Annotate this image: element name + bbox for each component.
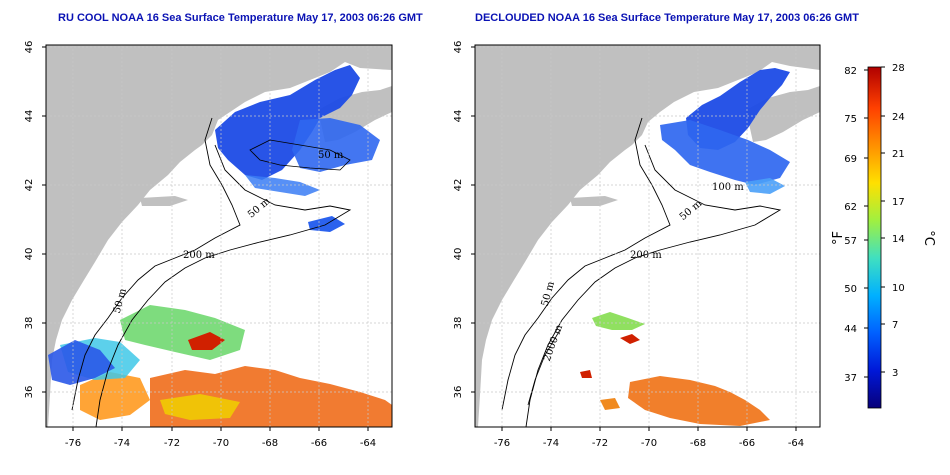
right-sst-red-patch bbox=[620, 334, 640, 344]
left-y-tick-label: 38 bbox=[24, 317, 35, 330]
right-x-tick-label: -72 bbox=[592, 438, 608, 449]
left-x-tick-label: -66 bbox=[311, 438, 327, 449]
right-map-title: DECLOUDED NOAA 16 Sea Surface Temperatur… bbox=[475, 12, 859, 24]
colorbar-celsius-unit: °C bbox=[921, 230, 936, 246]
right-map-frame bbox=[474, 44, 821, 428]
right-map-panel: 200 m 100 m 50 m 50 m 2000 m -76 -74 -72… bbox=[453, 41, 821, 449]
colorbar-ticks bbox=[864, 66, 885, 378]
colorbar-c-tick: 28 bbox=[892, 63, 905, 74]
colorbar-f-tick: 44 bbox=[844, 324, 857, 335]
colorbar-f-tick: 37 bbox=[844, 373, 857, 384]
left-sst-red-spot bbox=[188, 332, 225, 350]
colorbar: 82 75 69 62 57 50 44 37 28 24 21 17 14 1… bbox=[831, 63, 936, 409]
left-y-tick-label: 44 bbox=[24, 110, 35, 123]
left-y-tick-label: 42 bbox=[24, 179, 35, 192]
right-sst-orange-patch bbox=[628, 376, 770, 426]
right-x-tick-label: -70 bbox=[641, 438, 657, 449]
left-contour-label: 50 m bbox=[318, 150, 344, 161]
right-map-land-long-island bbox=[570, 196, 618, 206]
left-y-tick-label: 46 bbox=[24, 41, 35, 54]
right-x-tick-label: -66 bbox=[739, 438, 755, 449]
right-sst-green-patch bbox=[592, 312, 645, 330]
left-map-panel: 50 m 200 m 50 m 50 m -76 -74 -72 -70 -68… bbox=[24, 41, 393, 449]
right-x-tick-label: -76 bbox=[494, 438, 510, 449]
colorbar-c-tick: 7 bbox=[892, 320, 898, 331]
colorbar-f-tick: 69 bbox=[844, 154, 857, 165]
left-contour-label: 200 m bbox=[183, 250, 215, 261]
left-map-grid bbox=[46, 45, 392, 427]
colorbar-c-tick: 24 bbox=[892, 112, 905, 123]
colorbar-fahrenheit-unit: °F bbox=[831, 231, 846, 245]
right-x-tick-label: -68 bbox=[690, 438, 706, 449]
left-x-tick-label: -76 bbox=[65, 438, 81, 449]
colorbar-f-tick: 57 bbox=[844, 236, 857, 247]
right-y-tick-label: 38 bbox=[453, 317, 464, 330]
left-axis-ticks bbox=[42, 46, 369, 431]
right-sst-blue-shelf bbox=[660, 120, 790, 185]
colorbar-gradient bbox=[867, 66, 882, 409]
left-x-tick-label: -74 bbox=[114, 438, 130, 449]
left-y-tick-label: 40 bbox=[24, 248, 35, 261]
right-x-tick-label: -74 bbox=[543, 438, 559, 449]
left-sst-warm-2 bbox=[80, 372, 150, 420]
right-sst-red-spot bbox=[580, 370, 592, 378]
colorbar-c-tick: 21 bbox=[892, 149, 905, 160]
colorbar-f-tick: 62 bbox=[844, 202, 857, 213]
right-y-tick-label: 42 bbox=[453, 179, 464, 192]
colorbar-c-tick: 3 bbox=[892, 368, 898, 379]
left-sst-blue-shelf bbox=[245, 175, 320, 196]
left-map-title: RU COOL NOAA 16 Sea Surface Temperature … bbox=[58, 12, 423, 24]
left-x-tick-label: -68 bbox=[262, 438, 278, 449]
left-map-land bbox=[46, 45, 392, 427]
right-y-tick-label: 44 bbox=[453, 110, 464, 123]
right-y-tick-label: 36 bbox=[453, 386, 464, 399]
left-x-tick-label: -64 bbox=[360, 438, 376, 449]
colorbar-f-tick: 50 bbox=[844, 284, 857, 295]
left-sst-yellow bbox=[160, 394, 240, 420]
right-y-tick-label: 40 bbox=[453, 248, 464, 261]
right-contour-label: 200 m bbox=[630, 250, 662, 261]
colorbar-f-tick: 75 bbox=[844, 114, 857, 125]
right-sst-blue-edge bbox=[745, 178, 785, 194]
left-x-tick-label: -70 bbox=[213, 438, 229, 449]
left-map-frame bbox=[45, 44, 393, 428]
right-sst-orange-spot bbox=[600, 398, 620, 410]
colorbar-c-tick: 14 bbox=[892, 234, 905, 245]
left-sst-blue-gulf-2 bbox=[292, 118, 380, 172]
right-contour-50m bbox=[501, 117, 671, 411]
left-map-land-long-island bbox=[140, 196, 188, 206]
colorbar-c-tick: 17 bbox=[892, 197, 905, 208]
left-y-tick-label: 36 bbox=[24, 386, 35, 399]
right-x-tick-label: -64 bbox=[788, 438, 804, 449]
right-contour-2000m bbox=[527, 329, 561, 406]
left-x-tick-label: -72 bbox=[164, 438, 180, 449]
right-axis-ticks bbox=[471, 46, 797, 431]
right-map-grid bbox=[475, 45, 820, 427]
left-contour-50m bbox=[71, 117, 241, 411]
right-contour-200m bbox=[525, 144, 782, 427]
colorbar-f-tick: 82 bbox=[844, 66, 857, 77]
right-map-land bbox=[475, 45, 820, 427]
colorbar-c-tick: 10 bbox=[892, 283, 905, 294]
left-contour-200m bbox=[95, 144, 352, 427]
right-y-tick-label: 46 bbox=[453, 41, 464, 54]
right-contour-label: 100 m bbox=[712, 182, 744, 193]
left-sst-blue-coast bbox=[48, 340, 115, 385]
